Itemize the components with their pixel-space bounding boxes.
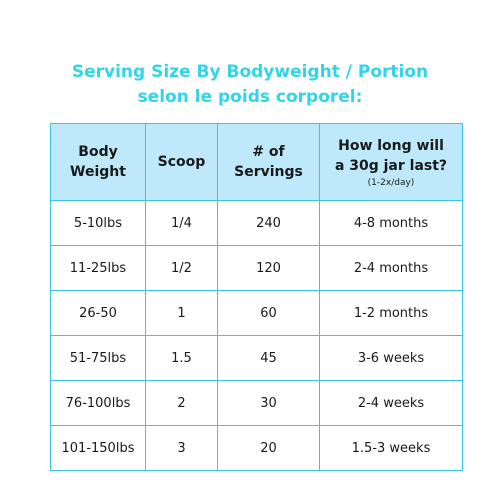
header-jar-duration: How long will a 30g jar last? (1-2x/day) [319,123,463,201]
body-weight-cell: 51-75lbs [50,335,146,381]
duration-cell: 1.5-3 weeks [319,425,463,471]
table-row: 26-50 1 60 1-2 months [50,290,463,336]
table-row: 51-75lbs 1.5 45 3-6 weeks [50,335,463,381]
duration-cell: 4-8 months [319,200,463,246]
header-servings: # of Servings [217,123,320,201]
body-weight-cell: 5-10lbs [50,200,146,246]
servings-cell: 120 [217,245,320,291]
header-label: Weight [70,164,126,180]
duration-cell: 2-4 weeks [319,380,463,426]
header-scoop: Scoop [145,123,218,201]
duration-cell: 2-4 months [319,245,463,291]
servings-cell: 30 [217,380,320,426]
serving-size-table: Body Weight Scoop # of Servings How long… [50,123,463,471]
header-label: Body [78,144,118,160]
body-weight-cell: 76-100lbs [50,380,146,426]
servings-cell: 240 [217,200,320,246]
header-label: Servings [234,164,303,180]
title-line-1: Serving Size By Bodyweight / Portion [71,62,429,82]
duration-cell: 3-6 weeks [319,335,463,381]
body-weight-cell: 26-50 [50,290,146,336]
scoop-cell: 2 [145,380,218,426]
header-subnote: (1-2x/day) [367,177,415,188]
table-row: 11-25lbs 1/2 120 2-4 months [50,245,463,291]
scoop-cell: 1 [145,290,218,336]
title-line-2: selon le poids corporel: [137,87,363,107]
servings-cell: 20 [217,425,320,471]
scoop-cell: 3 [145,425,218,471]
duration-cell: 1-2 months [319,290,463,336]
header-body-weight: Body Weight [50,123,146,201]
table-row: 101-150lbs 3 20 1.5-3 weeks [50,425,463,471]
table-row: 5-10lbs 1/4 240 4-8 months [50,200,463,246]
servings-cell: 45 [217,335,320,381]
page-title: Serving Size By Bodyweight / Portion sel… [0,60,500,110]
table-header-row: Body Weight Scoop # of Servings How long… [50,123,463,201]
header-label: # of [252,144,285,160]
scoop-cell: 1/4 [145,200,218,246]
servings-cell: 60 [217,290,320,336]
header-label: Scoop [157,154,206,170]
header-label: a 30g jar last? [334,157,448,174]
table-row: 76-100lbs 2 30 2-4 weeks [50,380,463,426]
scoop-cell: 1/2 [145,245,218,291]
scoop-cell: 1.5 [145,335,218,381]
body-weight-cell: 101-150lbs [50,425,146,471]
header-label: How long will [338,137,444,154]
body-weight-cell: 11-25lbs [50,245,146,291]
